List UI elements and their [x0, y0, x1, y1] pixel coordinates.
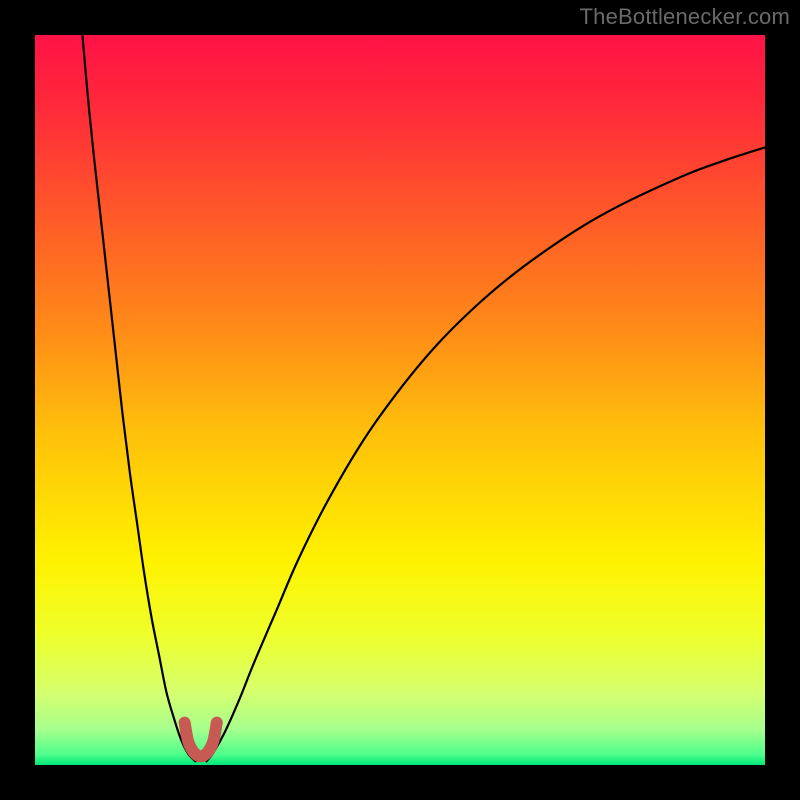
bottleneck-curve-chart: [0, 0, 800, 800]
heat-gradient-area: [35, 35, 765, 765]
watermark-link[interactable]: TheBottlenecker.com: [580, 4, 790, 30]
chart-container: TheBottlenecker.com: [0, 0, 800, 800]
